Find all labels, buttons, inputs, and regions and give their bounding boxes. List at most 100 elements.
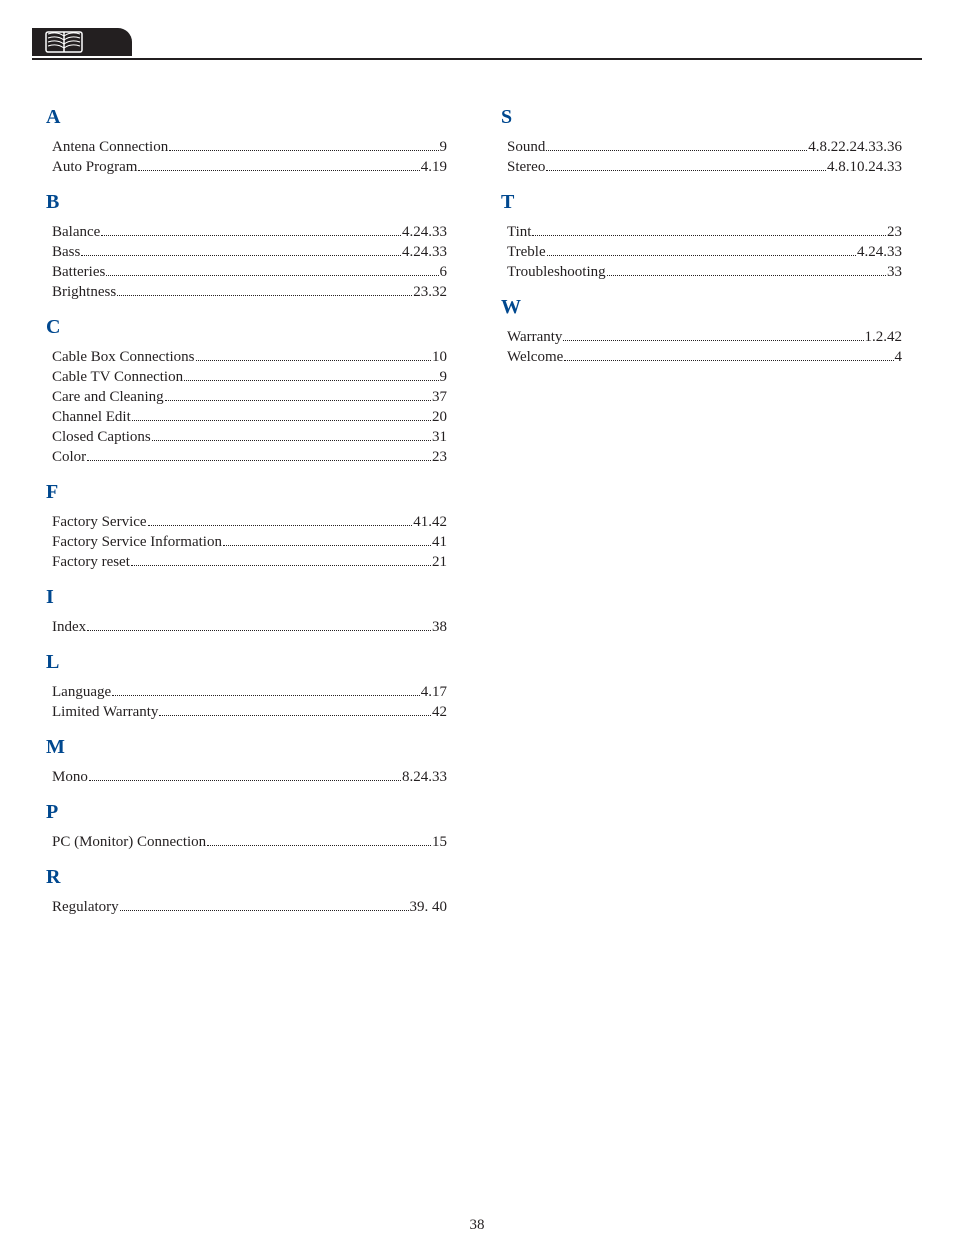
section-letter: R <box>46 866 447 889</box>
index-pages: 8.24.33 <box>402 767 447 787</box>
header-bar: Index <box>0 28 954 68</box>
section-letter: W <box>501 296 902 319</box>
index-term: Care and Cleaning <box>52 387 164 407</box>
index-row: Warranty1.2.42 <box>507 327 902 347</box>
leader-dots <box>532 235 886 236</box>
index-pages: 4.24.33 <box>857 242 902 262</box>
leader-dots <box>547 255 856 256</box>
index-term: Balance <box>52 222 100 242</box>
leader-dots <box>152 440 431 441</box>
index-row: Factory Service Information41 <box>52 532 447 552</box>
index-term: Mono <box>52 767 88 787</box>
index-pages: 21 <box>432 552 447 572</box>
index-pages: 31 <box>432 427 447 447</box>
page-number: 38 <box>0 1217 954 1234</box>
leader-dots <box>87 460 431 461</box>
index-row: Index38 <box>52 617 447 637</box>
leader-dots <box>196 360 432 361</box>
index-pages: 4.17 <box>421 682 447 702</box>
index-row: Limited Warranty42 <box>52 702 447 722</box>
section-letter: L <box>46 651 447 674</box>
index-row: Closed Captions 31 <box>52 427 447 447</box>
index-pages: 4.24.33 <box>402 242 447 262</box>
leader-dots <box>169 150 438 151</box>
leader-dots <box>159 715 431 716</box>
index-pages: 38 <box>432 617 447 637</box>
index-row: Care and Cleaning 37 <box>52 387 447 407</box>
index-pages: 37 <box>432 387 447 407</box>
section-letter: A <box>46 106 447 129</box>
index-term: Sound <box>507 137 545 157</box>
index-term: Antena Connection <box>52 137 168 157</box>
index-row: Bass 4.24.33 <box>52 242 447 262</box>
index-row: Balance 4.24.33 <box>52 222 447 242</box>
leader-dots <box>112 695 420 696</box>
index-row: Batteries 6 <box>52 262 447 282</box>
leader-dots <box>184 380 438 381</box>
leader-dots <box>89 780 401 781</box>
leader-dots <box>81 255 401 256</box>
leader-dots <box>564 360 893 361</box>
index-term: Treble <box>507 242 546 262</box>
index-term: Bass <box>52 242 80 262</box>
section-letter: S <box>501 106 902 129</box>
index-row: Factory Service 41.42 <box>52 512 447 532</box>
index-term: Auto Program <box>52 157 137 177</box>
index-row: Factory reset 21 <box>52 552 447 572</box>
leader-dots <box>138 170 419 171</box>
index-row: Sound 4.8.22.24.33.36 <box>507 137 902 157</box>
index-pages: 9 <box>440 367 448 387</box>
index-term: PC (Monitor) Connection <box>52 832 206 852</box>
index-pages: 4.8.22.24.33.36 <box>808 137 902 157</box>
section-letter: F <box>46 481 447 504</box>
index-column: SSound4.8.22.24.33.36Stereo4.8.10.24.33T… <box>507 92 902 917</box>
index-pages: 4.8.10.24.33 <box>827 157 902 177</box>
section-letter: P <box>46 801 447 824</box>
index-row: Auto Program 4.19 <box>52 157 447 177</box>
index-term: Closed Captions <box>52 427 151 447</box>
index-term: Factory reset <box>52 552 130 572</box>
index-term: Tint <box>507 222 531 242</box>
header-underline <box>32 58 922 60</box>
index-row: Channel Edit20 <box>52 407 447 427</box>
index-pages: 4.19 <box>421 157 447 177</box>
index-term: Limited Warranty <box>52 702 158 722</box>
index-row: Welcome4 <box>507 347 902 367</box>
section-letter: I <box>46 586 447 609</box>
index-term: Channel Edit <box>52 407 131 427</box>
index-pages: 6 <box>440 262 448 282</box>
index-row: Antena Connection9 <box>52 137 447 157</box>
leader-dots <box>117 295 412 296</box>
index-pages: 1.2.42 <box>865 327 903 347</box>
index-term: Language <box>52 682 111 702</box>
leader-dots <box>165 400 431 401</box>
index-pages: 4.24.33 <box>402 222 447 242</box>
index-pages: 4 <box>895 347 903 367</box>
index-row: Language 4.17 <box>52 682 447 702</box>
index-row: Cable TV Connection9 <box>52 367 447 387</box>
index-pages: 41.42 <box>413 512 447 532</box>
leader-dots <box>106 275 438 276</box>
index-row: Tint23 <box>507 222 902 242</box>
section-letter: B <box>46 191 447 214</box>
index-row: PC (Monitor) Connection15 <box>52 832 447 852</box>
index-row: Brightness23.32 <box>52 282 447 302</box>
leader-dots <box>223 545 431 546</box>
index-row: Color23 <box>52 447 447 467</box>
index-pages: 33 <box>887 262 902 282</box>
index-term: Stereo <box>507 157 545 177</box>
index-term: Factory Service Information <box>52 532 222 552</box>
leader-dots <box>563 340 863 341</box>
index-row: Regulatory39. 40 <box>52 897 447 917</box>
leader-dots <box>131 565 431 566</box>
index-term: Troubleshooting <box>507 262 606 282</box>
index-term: Cable Box Connections <box>52 347 195 367</box>
page-title: Index <box>0 28 954 56</box>
leader-dots <box>546 170 826 171</box>
index-term: Brightness <box>52 282 116 302</box>
leader-dots <box>87 630 431 631</box>
leader-dots <box>132 420 431 421</box>
index-row: Mono 8.24.33 <box>52 767 447 787</box>
index-column: AAntena Connection9Auto Program4.19BBala… <box>52 92 447 917</box>
index-term: Factory Service <box>52 512 147 532</box>
